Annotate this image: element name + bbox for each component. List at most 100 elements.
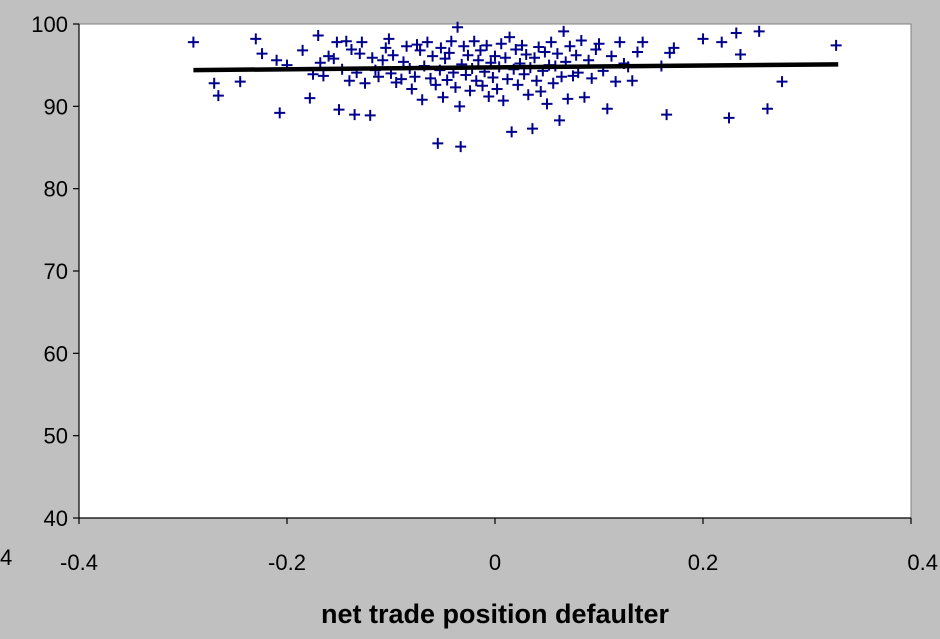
y-tick-label: 100 xyxy=(31,12,68,37)
data-point xyxy=(830,39,842,51)
stray-tick-label: 4 xyxy=(0,545,12,570)
data-point xyxy=(477,80,489,92)
data-point xyxy=(637,36,649,48)
data-point xyxy=(583,54,595,66)
x-tick-label: -0.2 xyxy=(268,550,306,575)
y-axis: 40 50 60 70 80 90 100 xyxy=(31,12,80,531)
data-point xyxy=(349,109,361,121)
x-axis-title: net trade position defaulter xyxy=(321,599,670,629)
data-point xyxy=(564,40,576,52)
data-point xyxy=(529,52,541,64)
data-point xyxy=(445,35,457,47)
y-tick-label: 80 xyxy=(44,177,68,202)
data-point xyxy=(443,47,455,59)
data-point xyxy=(464,85,476,97)
data-point xyxy=(356,36,368,48)
data-point xyxy=(397,56,409,68)
data-point xyxy=(340,35,352,47)
data-point xyxy=(506,126,518,138)
data-point xyxy=(345,44,357,56)
data-point xyxy=(516,39,528,51)
data-point xyxy=(501,73,513,85)
data-point xyxy=(208,77,220,89)
data-point xyxy=(427,50,439,62)
data-point xyxy=(256,48,268,60)
data-point xyxy=(416,94,428,106)
data-point xyxy=(331,36,343,48)
data-point xyxy=(723,112,735,124)
data-point xyxy=(605,50,617,62)
data-point xyxy=(593,38,605,50)
y-tick-label: 60 xyxy=(44,341,68,366)
data-point xyxy=(441,74,453,86)
data-point xyxy=(323,50,335,62)
data-point xyxy=(533,41,545,53)
data-point xyxy=(626,75,638,87)
data-point xyxy=(468,35,480,47)
data-point xyxy=(753,25,765,37)
y-tick-label: 90 xyxy=(44,94,68,119)
data-point xyxy=(377,54,389,66)
data-point xyxy=(425,72,437,84)
data-point xyxy=(547,77,559,89)
data-point xyxy=(312,30,324,42)
data-point xyxy=(430,79,442,91)
data-point xyxy=(250,33,262,45)
data-point xyxy=(366,52,378,64)
data-point xyxy=(483,90,495,102)
data-point xyxy=(489,50,501,62)
data-point xyxy=(575,34,587,46)
data-point xyxy=(328,53,340,65)
x-tick-label: -0.4 xyxy=(60,550,98,575)
data-point xyxy=(435,42,447,54)
data-point xyxy=(481,39,493,51)
data-point xyxy=(495,38,507,50)
x-axis: -0.4 -0.2 0 0.2 0.4 xyxy=(60,517,938,575)
data-point xyxy=(364,109,376,121)
data-point xyxy=(526,123,538,135)
data-point xyxy=(395,73,407,85)
data-point xyxy=(458,40,470,52)
data-point xyxy=(314,57,326,69)
data-point xyxy=(271,54,283,66)
data-point xyxy=(472,54,484,66)
data-point xyxy=(504,31,516,43)
data-point xyxy=(661,109,673,121)
data-point xyxy=(730,27,742,39)
data-point xyxy=(556,71,568,83)
data-point xyxy=(411,39,423,51)
data-point xyxy=(518,68,530,80)
data-point xyxy=(545,36,557,48)
data-point xyxy=(562,93,574,105)
data-point xyxy=(570,49,582,61)
data-point xyxy=(406,83,418,95)
data-point xyxy=(274,107,286,119)
data-point xyxy=(401,40,413,52)
data-point xyxy=(474,44,486,56)
data-point xyxy=(487,72,499,84)
data-point xyxy=(452,21,464,33)
data-point xyxy=(317,70,329,82)
data-point xyxy=(590,44,602,56)
data-point xyxy=(553,114,565,126)
data-point xyxy=(776,76,788,88)
data-point xyxy=(541,98,553,110)
data-point xyxy=(531,75,543,87)
data-point xyxy=(304,92,316,104)
data-point xyxy=(343,75,355,87)
y-tick-label: 50 xyxy=(44,424,68,449)
data-point xyxy=(497,95,509,107)
data-point xyxy=(510,44,522,56)
data-point xyxy=(414,44,426,56)
plot-area xyxy=(78,23,912,519)
trend-line xyxy=(193,62,839,73)
data-point xyxy=(383,33,395,45)
data-point xyxy=(539,46,551,58)
data-point xyxy=(499,52,511,64)
data-point xyxy=(668,42,680,54)
data-point xyxy=(578,91,590,103)
data-point xyxy=(297,44,309,56)
data-point xyxy=(373,71,385,83)
data-point xyxy=(212,90,224,102)
